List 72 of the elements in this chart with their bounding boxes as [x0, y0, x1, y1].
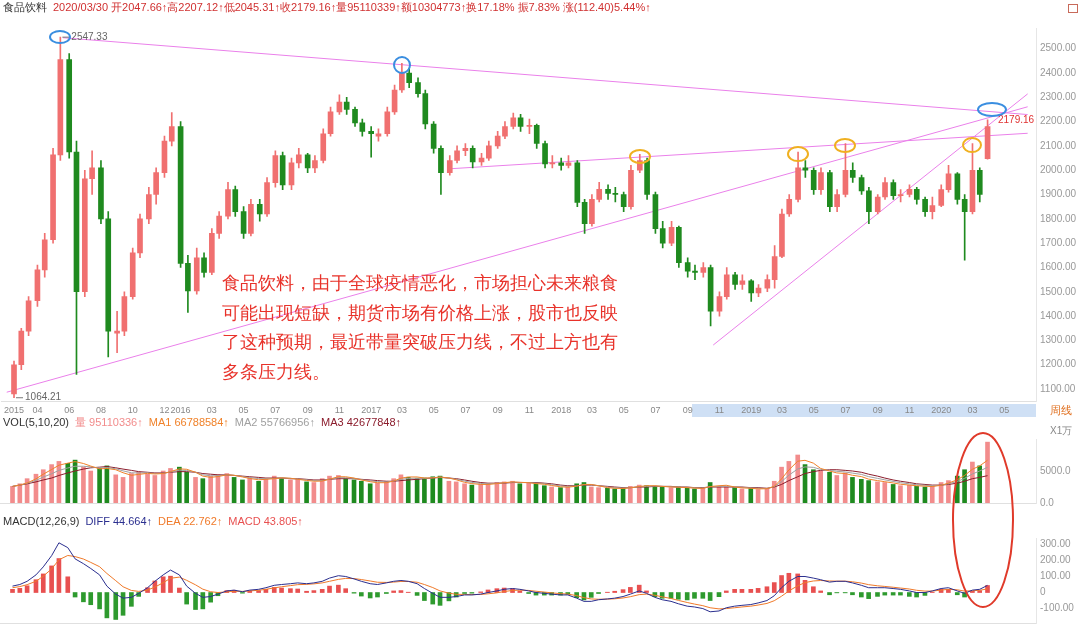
- x-tick-label: 08: [95, 405, 106, 416]
- y-tick-label: -100.00: [1040, 602, 1075, 614]
- x-tick-label: 07: [840, 405, 851, 416]
- text: 周线: [1050, 403, 1072, 418]
- text: MACD 43.805↑: [228, 515, 303, 527]
- chart-title: VOL(5,10,20): [3, 416, 70, 428]
- x-tick-label: 03: [206, 405, 217, 416]
- y-tick-label: 1900.00: [1040, 188, 1077, 200]
- y-tick-label: 1600.00: [1040, 261, 1077, 273]
- y-tick-label: 1500.00: [1040, 285, 1077, 297]
- y-tick-label: 2500.00: [1040, 42, 1077, 54]
- annotation: 2547.33: [71, 30, 108, 42]
- x-tick-label: 07: [460, 405, 471, 416]
- text: X1万: [1050, 424, 1073, 438]
- x-tick-label: 11: [334, 405, 345, 416]
- x-tick-label: 05: [808, 405, 819, 416]
- y-tick-label: 2300.00: [1040, 91, 1077, 103]
- x-tick-label: 12: [159, 405, 170, 416]
- text: MA3 42677848↑: [320, 416, 402, 428]
- y-tick-label: 0: [1040, 586, 1046, 598]
- y-tick-label: 300.00: [1040, 538, 1072, 550]
- y-tick-label: 1800.00: [1040, 212, 1077, 224]
- x-tick-label: 09: [872, 405, 883, 416]
- y-tick-label: 1700.00: [1040, 236, 1077, 248]
- x-tick-label: 07: [270, 405, 281, 416]
- y-tick-label: 2200.00: [1040, 115, 1077, 127]
- y-tick-label: 1300.00: [1040, 334, 1077, 346]
- x-tick-label: 05: [999, 405, 1010, 416]
- chart-title: 食品饮料: [3, 0, 47, 15]
- y-tick-label: 100.00: [1040, 570, 1072, 582]
- x-tick-label: 05: [428, 405, 439, 416]
- x-tick-label: 04: [32, 405, 43, 416]
- x-tick-label: 2016: [170, 405, 191, 416]
- y-tick-label: 2400.00: [1040, 66, 1077, 78]
- text: 量 95110336↑: [75, 414, 143, 430]
- y-tick-label: 200.00: [1040, 554, 1072, 566]
- x-tick-label: 05: [238, 405, 249, 416]
- text: MA1 66788584↑: [148, 416, 229, 428]
- annotation: 2179.16: [998, 114, 1035, 125]
- chart-subtitle: 2020/03/30 开2047.66↑高2207.12↑低2045.31↑收2179.16↑量95110339↑额10304773↑换17.18% 振7.83% 涨(112.40)5.44%↑: [53, 0, 651, 15]
- x-tick-label: 09: [492, 405, 503, 416]
- x-tick-label: 11: [524, 405, 535, 416]
- x-tick-label: 06: [64, 405, 75, 416]
- x-tick-label: 2020: [931, 405, 952, 416]
- x-tick-label: 2018: [551, 405, 572, 416]
- y-tick-label: 5000.0: [1040, 464, 1072, 476]
- text: MA2 55766956↑: [234, 416, 315, 428]
- x-tick-label: 11: [714, 405, 725, 416]
- x-tick-label: 05: [618, 405, 629, 416]
- x-tick-label: 07: [650, 405, 661, 416]
- y-tick-label: 0.0: [1040, 496, 1055, 508]
- text: DIFF 44.664↑: [85, 515, 153, 527]
- x-tick-label: 03: [586, 405, 597, 416]
- annotation: 1064.21: [25, 391, 62, 403]
- annotation: 食品饮料，由于全球疫情恶化，市场担心未来粮食可能出现短缺，期货市场有价格上涨，股市也反映了这种预期，最近带量突破压力线，不过上方也有多条压力线。: [222, 271, 619, 384]
- x-tick-label: 03: [396, 405, 407, 416]
- x-tick-label: 2015: [4, 405, 25, 416]
- x-tick-label: 09: [682, 405, 693, 416]
- y-tick-label: 2000.00: [1040, 163, 1077, 175]
- x-tick-label: 2019: [741, 405, 762, 416]
- text: DEA 22.762↑: [158, 515, 223, 527]
- y-tick-label: 1100.00: [1040, 382, 1076, 394]
- chart-title: MACD(12,26,9): [3, 515, 80, 527]
- y-tick-label: 1200.00: [1040, 358, 1077, 370]
- x-tick-label: 11: [904, 405, 915, 416]
- x-tick-label: 03: [776, 405, 787, 416]
- x-tick-label: 03: [967, 405, 978, 416]
- x-tick-label: 10: [127, 405, 138, 416]
- y-tick-label: 1400.00: [1040, 309, 1077, 321]
- x-tick-label: 2017: [361, 405, 382, 416]
- y-tick-label: 2100.00: [1040, 139, 1077, 151]
- x-tick-label: 09: [302, 405, 313, 416]
